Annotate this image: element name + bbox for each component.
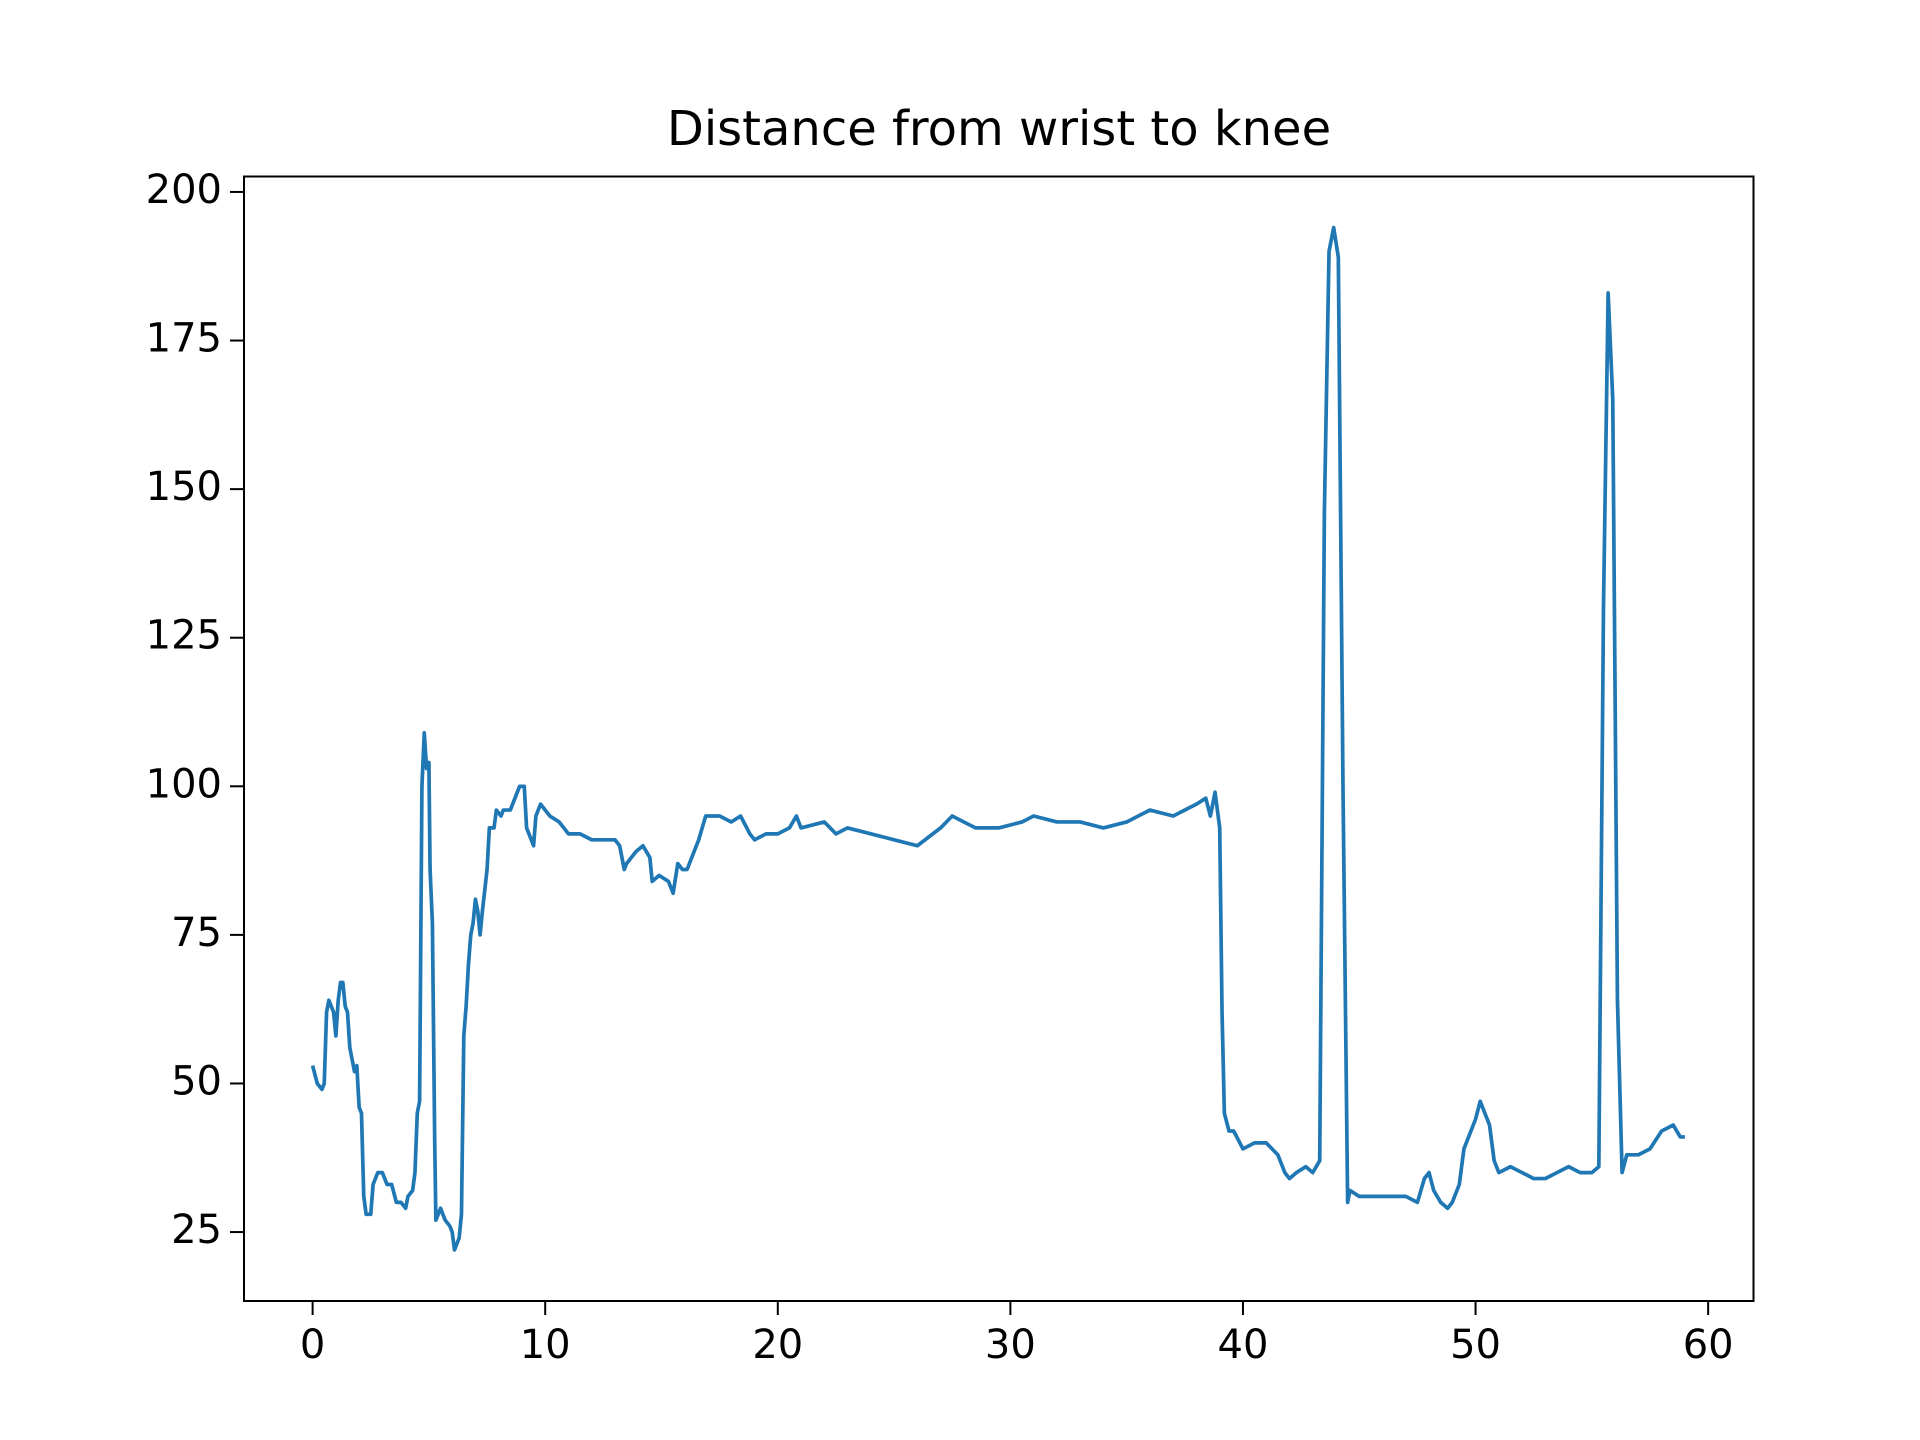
y-tick-label: 25 xyxy=(171,1207,222,1253)
y-tick-label: 175 xyxy=(146,316,222,362)
y-tick-label: 100 xyxy=(146,761,222,807)
y-tick-label: 125 xyxy=(146,613,222,659)
x-tick-label: 40 xyxy=(1218,1322,1269,1368)
data-line xyxy=(310,225,1685,1252)
x-tick-label: 20 xyxy=(752,1322,803,1368)
y-tick-label: 150 xyxy=(146,464,222,510)
y-tick-label: 75 xyxy=(171,910,222,956)
chart-title: Distance from wrist to knee xyxy=(667,101,1331,157)
y-tick-label: 200 xyxy=(146,167,222,213)
y-tick-label: 50 xyxy=(171,1058,222,1104)
x-tick-label: 60 xyxy=(1683,1322,1734,1368)
axes-frame xyxy=(243,175,1755,1302)
x-tick-label: 10 xyxy=(520,1322,571,1368)
x-tick-label: 30 xyxy=(985,1322,1036,1368)
x-tick-label: 0 xyxy=(300,1322,325,1368)
x-tick-label: 50 xyxy=(1450,1322,1501,1368)
plot-area: 0 10 20 30 40 50 60 25 50 75 100 125 150 175 200 xyxy=(146,167,1734,1368)
